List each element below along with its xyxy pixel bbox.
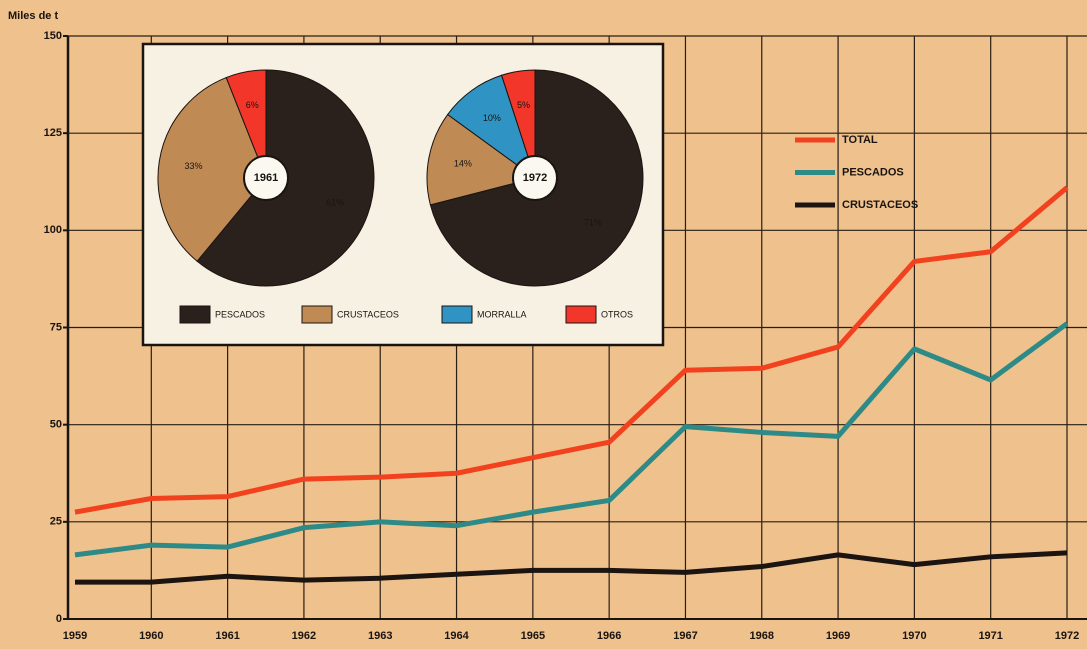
x-tick-label: 1967 <box>673 630 697 642</box>
pie-title: 1961 <box>254 172 278 184</box>
x-tick-label: 1961 <box>215 630 239 642</box>
legend-label: OTROS <box>601 309 633 319</box>
y-axis-label: Miles de t <box>8 10 58 22</box>
x-tick-label: 1965 <box>521 630 545 642</box>
legend-label: CRUSTACEOS <box>842 199 918 211</box>
series-line <box>75 550 1068 585</box>
pie-center <box>512 155 558 201</box>
slice-label: 61% <box>326 197 344 207</box>
legend-swatch <box>301 305 333 324</box>
series-line <box>74 185 1069 515</box>
pie-slice <box>225 69 267 179</box>
slice-label: 14% <box>454 159 472 169</box>
slice-label: 5% <box>517 100 530 110</box>
y-tick-label: 125 <box>44 127 62 139</box>
y-tick-label: 0 <box>56 613 62 625</box>
y-tick-label: 75 <box>50 321 62 333</box>
pie-slice <box>157 76 267 262</box>
y-tick-label: 50 <box>50 419 62 431</box>
x-tick-label: 1960 <box>139 630 163 642</box>
x-tick-label: 1970 <box>902 630 926 642</box>
x-tick-label: 1959 <box>63 630 87 642</box>
legend-swatch <box>565 305 597 324</box>
legend-label: PESCADOS <box>842 166 904 178</box>
slice-label: 71% <box>584 217 602 227</box>
y-tick-label: 100 <box>44 224 62 236</box>
pie-title: 1972 <box>523 172 547 184</box>
legend-label: MORRALLA <box>477 309 527 319</box>
pie-slice <box>426 113 537 206</box>
slice-label: 33% <box>184 161 202 171</box>
x-tick-label: 1964 <box>444 630 469 642</box>
legend-label: CRUSTACEOS <box>337 309 399 319</box>
legend-label: TOTAL <box>842 134 878 146</box>
x-tick-label: 1966 <box>597 630 621 642</box>
series-line <box>74 321 1069 558</box>
slice-label: 6% <box>246 100 259 110</box>
legend-swatch <box>179 305 211 324</box>
x-tick-label: 1971 <box>978 630 1002 642</box>
x-tick-label: 1968 <box>750 630 774 642</box>
x-tick-label: 1969 <box>826 630 850 642</box>
x-tick-label: 1972 <box>1055 630 1079 642</box>
x-tick-label: 1962 <box>292 630 316 642</box>
legend-label: PESCADOS <box>215 309 265 319</box>
slice-label: 10% <box>483 113 501 123</box>
legend-swatch <box>441 305 473 324</box>
pie-center <box>243 155 289 201</box>
pie-slice <box>500 69 536 179</box>
y-tick-label: 150 <box>44 30 62 42</box>
x-tick-label: 1963 <box>368 630 392 642</box>
y-tick-label: 25 <box>50 516 62 528</box>
